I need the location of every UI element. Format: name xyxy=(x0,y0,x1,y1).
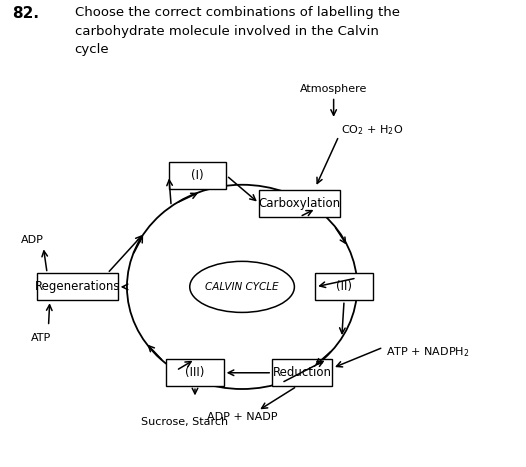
Text: Regenerations: Regenerations xyxy=(35,280,120,293)
Text: ADP + NADP: ADP + NADP xyxy=(207,412,277,422)
Text: Sucrose, Starch: Sucrose, Starch xyxy=(141,417,228,427)
FancyBboxPatch shape xyxy=(37,273,118,300)
Text: 82.: 82. xyxy=(12,6,39,21)
FancyBboxPatch shape xyxy=(315,273,373,300)
Text: Reduction: Reduction xyxy=(273,366,332,379)
Text: Choose the correct combinations of labelling the
carbohydrate molecule involved : Choose the correct combinations of label… xyxy=(75,6,400,56)
FancyBboxPatch shape xyxy=(272,359,332,386)
Text: CALVIN CYCLE: CALVIN CYCLE xyxy=(205,282,279,292)
FancyBboxPatch shape xyxy=(166,359,224,386)
Text: ADP: ADP xyxy=(22,235,44,245)
Text: (II): (II) xyxy=(336,280,352,293)
FancyBboxPatch shape xyxy=(169,162,226,189)
Text: ATP: ATP xyxy=(31,333,50,343)
Text: Atmosphere: Atmosphere xyxy=(300,84,367,94)
Text: (I): (I) xyxy=(191,169,204,182)
Text: ATP + NADPH$_2$: ATP + NADPH$_2$ xyxy=(386,345,469,359)
Text: CO$_2$ + H$_2$O: CO$_2$ + H$_2$O xyxy=(341,123,403,137)
FancyBboxPatch shape xyxy=(259,190,340,217)
Text: Carboxylation: Carboxylation xyxy=(259,197,341,210)
Text: (III): (III) xyxy=(185,366,205,379)
